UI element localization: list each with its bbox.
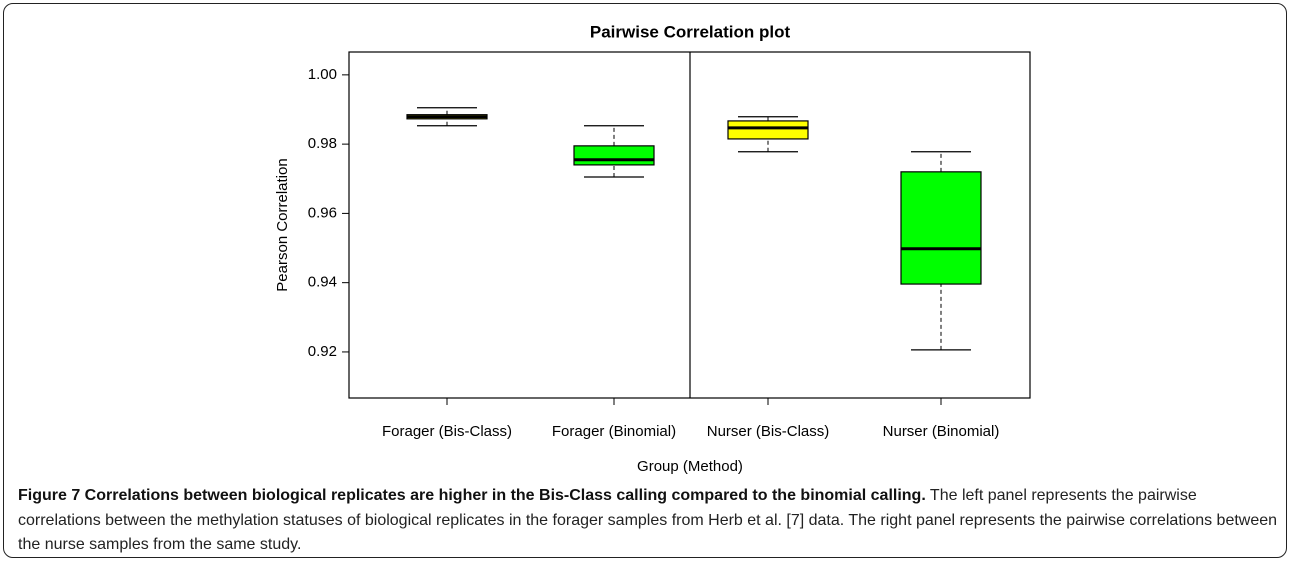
- x-axis-label: Group (Method): [637, 458, 743, 475]
- caption-text: The left panel represents the pairwise c…: [18, 487, 1278, 553]
- y-tick-label: 1.00: [308, 66, 337, 83]
- y-tick-label: 0.92: [308, 343, 337, 360]
- caption: Figure 7 Correlations between biological…: [18, 484, 1280, 558]
- box: [573, 145, 655, 166]
- chart: Pairwise Correlation plot Group (Method)…: [274, 22, 1031, 475]
- caption-title: Figure 7 Correlations between biological…: [18, 487, 926, 504]
- chart-title: Pairwise Correlation plot: [590, 22, 791, 41]
- x-tick-label: Forager (Binomial): [552, 423, 676, 440]
- figure-frame: [3, 3, 1287, 558]
- y-axis-label: Pearson Correlation: [274, 158, 291, 291]
- box: [727, 120, 809, 140]
- x-tick-label: Nurser (Bis-Class): [707, 423, 830, 440]
- x-tick-label: Nurser (Binomial): [883, 423, 1000, 440]
- y-tick-label: 0.96: [308, 204, 337, 221]
- y-tick-label: 0.98: [308, 135, 337, 152]
- y-tick-label: 0.94: [308, 274, 337, 291]
- x-tick-label: Forager (Bis-Class): [382, 423, 512, 440]
- box: [900, 171, 982, 285]
